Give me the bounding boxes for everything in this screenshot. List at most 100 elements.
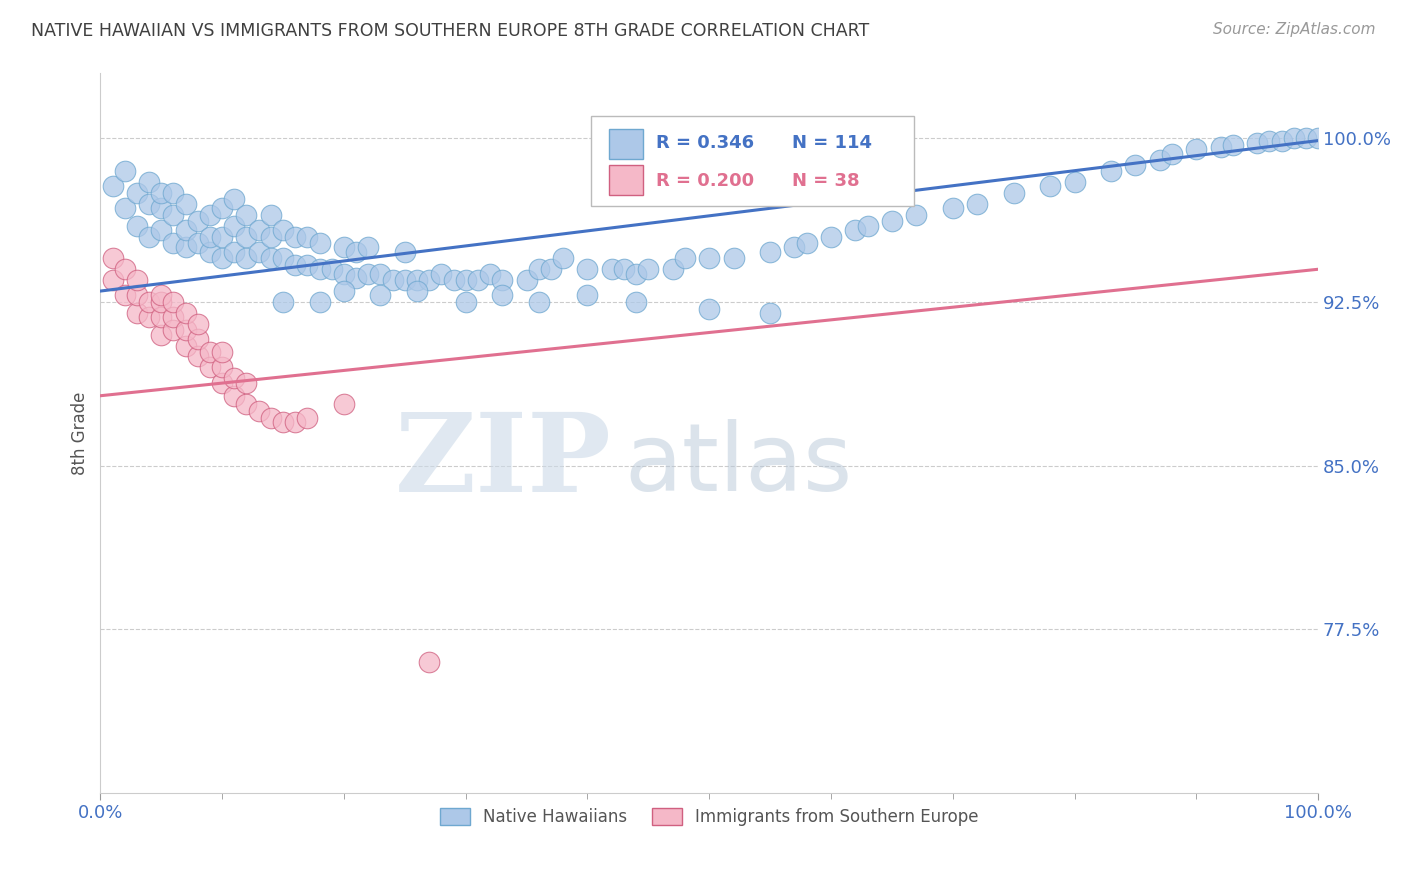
Point xyxy=(1271,134,1294,148)
Point xyxy=(454,273,477,287)
Point xyxy=(624,295,647,310)
Point xyxy=(394,244,416,259)
Point xyxy=(260,229,283,244)
Point xyxy=(418,273,440,287)
Point xyxy=(1161,146,1184,161)
Point xyxy=(527,262,550,277)
Point xyxy=(856,219,879,233)
Bar xyxy=(609,165,644,195)
Point xyxy=(783,240,806,254)
Point xyxy=(1222,137,1244,152)
Point xyxy=(235,252,257,266)
Point xyxy=(114,164,136,178)
Legend: Native Hawaiians, Immigrants from Southern Europe: Native Hawaiians, Immigrants from Southe… xyxy=(432,800,987,835)
Point xyxy=(101,273,124,287)
Point xyxy=(271,295,294,310)
Point xyxy=(187,350,209,364)
Point xyxy=(1308,131,1330,145)
Point xyxy=(966,197,988,211)
Point xyxy=(344,244,367,259)
Point xyxy=(174,197,197,211)
Point xyxy=(443,273,465,287)
Point xyxy=(467,273,489,287)
Point xyxy=(162,310,184,325)
Point xyxy=(114,262,136,277)
Point xyxy=(284,258,307,272)
Point xyxy=(370,288,392,302)
Point xyxy=(138,197,160,211)
Text: Source: ZipAtlas.com: Source: ZipAtlas.com xyxy=(1212,22,1375,37)
Point xyxy=(308,236,330,251)
Point xyxy=(211,252,233,266)
Point xyxy=(479,267,502,281)
Text: R = 0.200: R = 0.200 xyxy=(655,172,754,190)
Point xyxy=(125,306,148,320)
Text: R = 0.346: R = 0.346 xyxy=(655,134,754,152)
Point xyxy=(235,397,257,411)
Point xyxy=(357,267,380,281)
Point xyxy=(613,262,636,277)
Point xyxy=(150,201,173,215)
Point xyxy=(271,415,294,429)
Text: ZIP: ZIP xyxy=(395,409,612,515)
Point xyxy=(187,236,209,251)
Point xyxy=(1246,136,1268,150)
Point xyxy=(394,273,416,287)
Point xyxy=(491,288,513,302)
Point xyxy=(125,288,148,302)
Point xyxy=(174,323,197,337)
Point xyxy=(624,267,647,281)
Point xyxy=(211,229,233,244)
Bar xyxy=(609,129,644,160)
Point xyxy=(1185,142,1208,156)
Point xyxy=(125,219,148,233)
Point xyxy=(138,175,160,189)
Point xyxy=(1295,131,1317,145)
Point xyxy=(138,229,160,244)
Point xyxy=(260,410,283,425)
FancyBboxPatch shape xyxy=(591,116,914,206)
Point xyxy=(114,288,136,302)
Text: atlas: atlas xyxy=(624,419,852,511)
Point xyxy=(271,252,294,266)
Point xyxy=(527,295,550,310)
Point xyxy=(905,208,928,222)
Point xyxy=(150,288,173,302)
Point xyxy=(162,208,184,222)
Point xyxy=(271,223,294,237)
Point xyxy=(333,267,356,281)
Point xyxy=(284,415,307,429)
Point xyxy=(284,229,307,244)
Point xyxy=(150,186,173,200)
Point xyxy=(235,376,257,390)
Point xyxy=(540,262,562,277)
Point xyxy=(406,273,429,287)
Point xyxy=(187,332,209,346)
Point xyxy=(844,223,866,237)
Point xyxy=(697,301,720,316)
Text: NATIVE HAWAIIAN VS IMMIGRANTS FROM SOUTHERN EUROPE 8TH GRADE CORRELATION CHART: NATIVE HAWAIIAN VS IMMIGRANTS FROM SOUTH… xyxy=(31,22,869,40)
Point xyxy=(162,323,184,337)
Point xyxy=(406,284,429,298)
Point xyxy=(224,244,246,259)
Point xyxy=(1063,175,1085,189)
Point xyxy=(1282,131,1305,145)
Point xyxy=(697,252,720,266)
Point xyxy=(187,214,209,228)
Point xyxy=(576,288,599,302)
Point xyxy=(260,208,283,222)
Point xyxy=(600,262,623,277)
Point xyxy=(381,273,404,287)
Point xyxy=(1125,158,1147,172)
Point xyxy=(1039,179,1062,194)
Point xyxy=(174,223,197,237)
Point xyxy=(150,310,173,325)
Point xyxy=(759,306,782,320)
Point xyxy=(820,229,842,244)
Point xyxy=(333,397,356,411)
Point xyxy=(759,244,782,259)
Point xyxy=(198,244,221,259)
Point xyxy=(162,236,184,251)
Point xyxy=(198,360,221,375)
Point xyxy=(297,410,319,425)
